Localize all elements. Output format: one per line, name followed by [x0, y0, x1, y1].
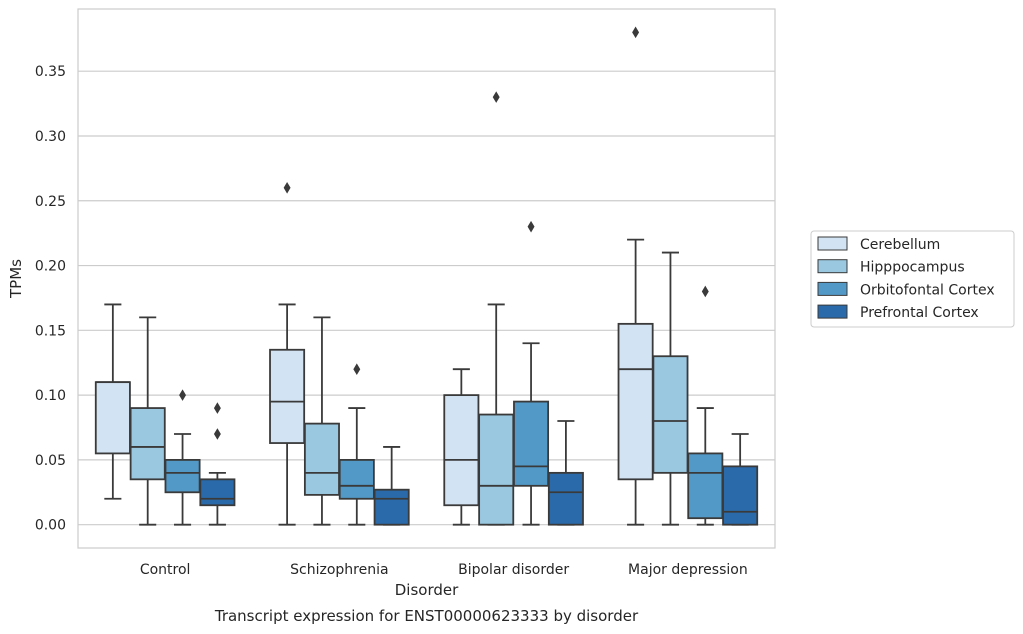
- box-body: [303, 422, 340, 496]
- y-tick-labels: 0.00 0.05 0.10 0.15 0.20 0.25 0.30 0.35: [35, 64, 66, 533]
- box: [94, 303, 131, 500]
- y-tick-label: 0.05: [35, 453, 66, 469]
- box: [269, 182, 306, 526]
- legend-swatch: [817, 236, 848, 251]
- outlier-point: [179, 389, 187, 401]
- x-tick-label: Control: [140, 562, 191, 578]
- box: [722, 433, 759, 526]
- box: [687, 285, 724, 526]
- chart-title: Transcript expression for ENST0000062333…: [214, 607, 639, 625]
- y-axis-label: TPMs: [7, 259, 25, 299]
- outlier-point: [527, 220, 535, 233]
- box: [513, 220, 550, 526]
- box-body: [129, 407, 166, 481]
- legend-item: Cerebellum: [817, 236, 940, 253]
- box-body: [687, 452, 724, 520]
- box-body: [652, 355, 689, 474]
- box: [478, 91, 515, 526]
- x-axis-label: Disorder: [395, 581, 459, 599]
- outlier-point: [283, 182, 291, 194]
- box-body: [338, 458, 375, 500]
- x-tick-label: Schizophrenia: [290, 562, 388, 578]
- y-tick-label: 0.10: [35, 388, 66, 404]
- boxes: [94, 26, 759, 526]
- legend-swatch: [817, 281, 848, 296]
- legend-item: Prefrontal Cortex: [817, 304, 979, 321]
- box: [652, 251, 689, 526]
- box: [373, 446, 410, 526]
- legend-swatch: [817, 259, 848, 274]
- outlier-point: [701, 285, 709, 298]
- y-tick-label: 0.30: [35, 129, 66, 145]
- y-tick-label: 0.35: [35, 64, 66, 80]
- y-tick-label: 0.00: [35, 518, 66, 534]
- box: [199, 402, 236, 526]
- plot-frame: [77, 8, 776, 549]
- outlier-point: [632, 26, 640, 39]
- box-body: [547, 471, 584, 526]
- box: [164, 389, 201, 526]
- box-body: [513, 400, 550, 487]
- box-body: [269, 348, 306, 444]
- outlier-point: [213, 402, 221, 414]
- box: [443, 368, 480, 526]
- box: [303, 316, 340, 526]
- box-body: [722, 465, 759, 526]
- y-tick-label: 0.15: [35, 323, 66, 339]
- outlier-point: [213, 428, 221, 440]
- box: [338, 363, 375, 526]
- legend-label: Hipppocampus: [860, 260, 965, 276]
- box-body: [373, 488, 410, 526]
- box-body: [478, 413, 515, 526]
- legend-items: Cerebellum Hipppocampus Orbitofontal Corte…: [817, 236, 995, 321]
- x-tick-label: Bipolar disorder: [458, 562, 569, 578]
- legend-label: Orbitofontal Cortex: [860, 282, 995, 298]
- legend-item: Orbitofontal Cortex: [817, 281, 995, 298]
- x-tick-label: Major depression: [628, 562, 748, 578]
- x-tick-labels: Control Schizophrenia Bipolar disorder Majo…: [140, 562, 748, 578]
- y-tick-label: 0.20: [35, 259, 66, 275]
- box-body: [617, 322, 654, 481]
- legend-swatch: [817, 304, 848, 319]
- y-tick-label: 0.25: [35, 194, 66, 210]
- box-body: [164, 458, 201, 494]
- legend-label: Cerebellum: [860, 237, 940, 253]
- box: [617, 26, 654, 526]
- legend-frame: [810, 230, 1015, 328]
- outlier-point: [492, 91, 500, 103]
- legend: Cerebellum Hipppocampus Orbitofontal Corte…: [810, 230, 1015, 328]
- box-body: [443, 394, 480, 507]
- box-body: [199, 478, 236, 507]
- box-body: [94, 381, 131, 455]
- outlier-point: [353, 363, 361, 375]
- legend-item: Hipppocampus: [817, 259, 965, 276]
- box: [129, 316, 166, 526]
- box: [547, 420, 584, 526]
- legend-label: Prefrontal Cortex: [860, 305, 979, 321]
